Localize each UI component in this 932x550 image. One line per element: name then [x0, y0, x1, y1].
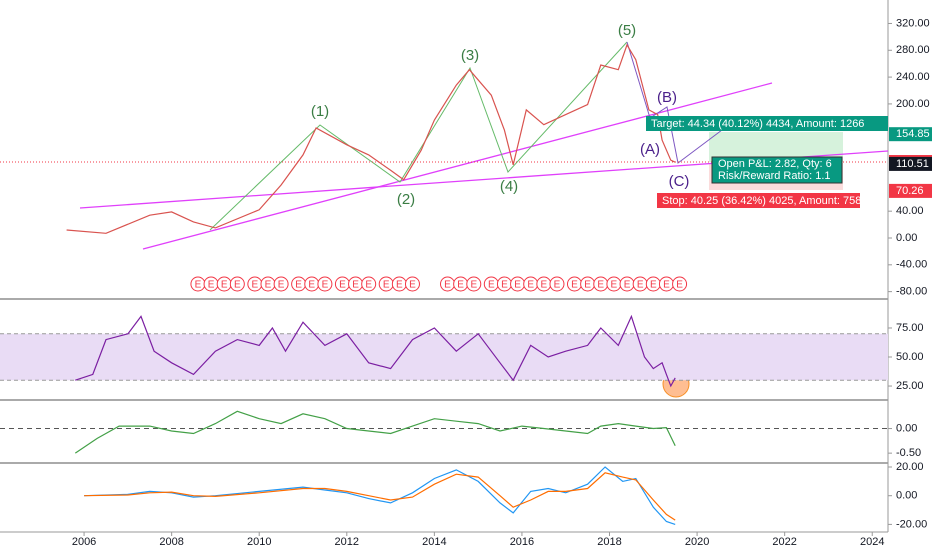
- wave-label: (2): [397, 191, 415, 208]
- y-tick-label: -20.00: [896, 518, 927, 530]
- series-line: [75, 314, 676, 388]
- earnings-label: E: [637, 280, 644, 291]
- price-tag: [889, 183, 932, 198]
- earnings-marker: [229, 276, 245, 292]
- earnings-label: E: [383, 280, 390, 291]
- earnings-label: E: [252, 280, 259, 291]
- x-tick-label: 2022: [772, 536, 796, 548]
- earnings-label: E: [195, 280, 202, 291]
- x-tick-label: 2012: [335, 536, 359, 548]
- earnings-label: E: [221, 280, 228, 291]
- earnings-marker: [317, 276, 333, 292]
- earnings-label: E: [444, 280, 451, 291]
- earnings-label: E: [308, 280, 315, 291]
- earnings-label: E: [650, 280, 657, 291]
- x-tick-label: 2016: [510, 536, 534, 548]
- position-label: Risk/Reward Ratio: 1.1: [718, 170, 831, 182]
- y-tick-label: -40.00: [896, 259, 927, 271]
- x-tick-label: 2006: [72, 536, 96, 548]
- earnings-label: E: [295, 280, 302, 291]
- earnings-label: E: [584, 280, 591, 291]
- earnings-label: E: [409, 280, 416, 291]
- series-line: [84, 472, 676, 521]
- y-tick-label: 200.00: [896, 98, 930, 110]
- x-tick-label: 2020: [685, 536, 709, 548]
- y-tick-label: 320.00: [896, 17, 930, 29]
- earnings-label: E: [470, 280, 477, 291]
- series-line: [66, 43, 676, 234]
- correction-lines: [626, 41, 723, 164]
- earnings-marker: [466, 276, 482, 292]
- stop-tag: [657, 193, 860, 208]
- earnings-label: E: [265, 280, 272, 291]
- wave-lines: [209, 41, 628, 231]
- earnings-label: E: [322, 280, 329, 291]
- y-tick-label: -0.50: [896, 447, 921, 459]
- earnings-label: E: [527, 280, 534, 291]
- trendline: [142, 82, 773, 250]
- price-tag-label: 154.85: [896, 128, 930, 140]
- y-tick-label: 40.00: [896, 205, 924, 217]
- wave-label: (5): [618, 22, 636, 39]
- wave-label: (1): [311, 103, 329, 120]
- wave-label: (4): [500, 178, 518, 195]
- earnings-label: E: [611, 280, 618, 291]
- earnings-label: E: [501, 280, 508, 291]
- earnings-label: E: [540, 280, 547, 291]
- y-tick-label: 50.00: [896, 351, 924, 363]
- y-tick-label: 240.00: [896, 71, 930, 83]
- earnings-marker: [549, 276, 565, 292]
- price-tag-label: 110.51: [896, 158, 929, 170]
- x-tick-label: 2024: [860, 536, 884, 548]
- x-tick-label: 2018: [597, 536, 621, 548]
- earnings-label: E: [365, 280, 372, 291]
- position-box: [711, 156, 843, 184]
- earnings-label: E: [278, 280, 285, 291]
- earnings-label: E: [208, 280, 215, 291]
- earnings-label: E: [488, 280, 495, 291]
- earnings-label: E: [457, 280, 464, 291]
- rsi-band: [0, 333, 888, 381]
- earnings-marker: [273, 276, 289, 292]
- earnings-marker: [361, 276, 377, 292]
- y-tick-label: 25.00: [896, 380, 924, 392]
- earnings-label: E: [597, 280, 604, 291]
- earnings-marker: [404, 276, 420, 292]
- wave-label: (C): [669, 173, 690, 190]
- stop-label: Stop: 40.25 (36.42%) 4025, Amount: 758: [662, 195, 861, 207]
- y-tick-label: 0.00: [896, 232, 917, 244]
- earnings-label: E: [396, 280, 403, 291]
- y-tick-label: 280.00: [896, 44, 930, 56]
- earnings-label: E: [676, 280, 683, 291]
- earnings-label: E: [514, 280, 521, 291]
- wave-label: (A): [640, 141, 660, 158]
- earnings-label: E: [624, 280, 631, 291]
- series-line: [74, 410, 676, 454]
- y-tick-label: 0.00: [896, 490, 917, 502]
- y-tick-label: 20.00: [896, 461, 924, 473]
- price-tag-label: 70.26: [896, 185, 924, 197]
- earnings-label: E: [571, 280, 578, 291]
- y-tick-label: 75.00: [896, 322, 924, 334]
- price-tag: [889, 156, 932, 171]
- position-label: Open P&L: 2.82, Qty: 6: [718, 158, 832, 170]
- x-tick-label: 2008: [159, 536, 183, 548]
- earnings-label: E: [352, 280, 359, 291]
- earnings-label: E: [339, 280, 346, 291]
- target-label: Target: 44.34 (40.12%) 4434, Amount: 126…: [651, 118, 864, 130]
- wave-label: (B): [657, 89, 677, 106]
- earnings-label: E: [663, 280, 670, 291]
- y-tick-label: 0.00: [896, 422, 917, 434]
- y-tick-label: -80.00: [896, 286, 927, 298]
- wave-label: (3): [461, 47, 479, 64]
- target-tag: [646, 116, 888, 131]
- earnings-label: E: [234, 280, 241, 291]
- earnings-label: E: [554, 280, 561, 291]
- earnings-marker: [672, 276, 688, 292]
- x-tick-label: 2010: [247, 536, 271, 548]
- x-tick-label: 2014: [422, 536, 446, 548]
- price-tag: [889, 127, 932, 142]
